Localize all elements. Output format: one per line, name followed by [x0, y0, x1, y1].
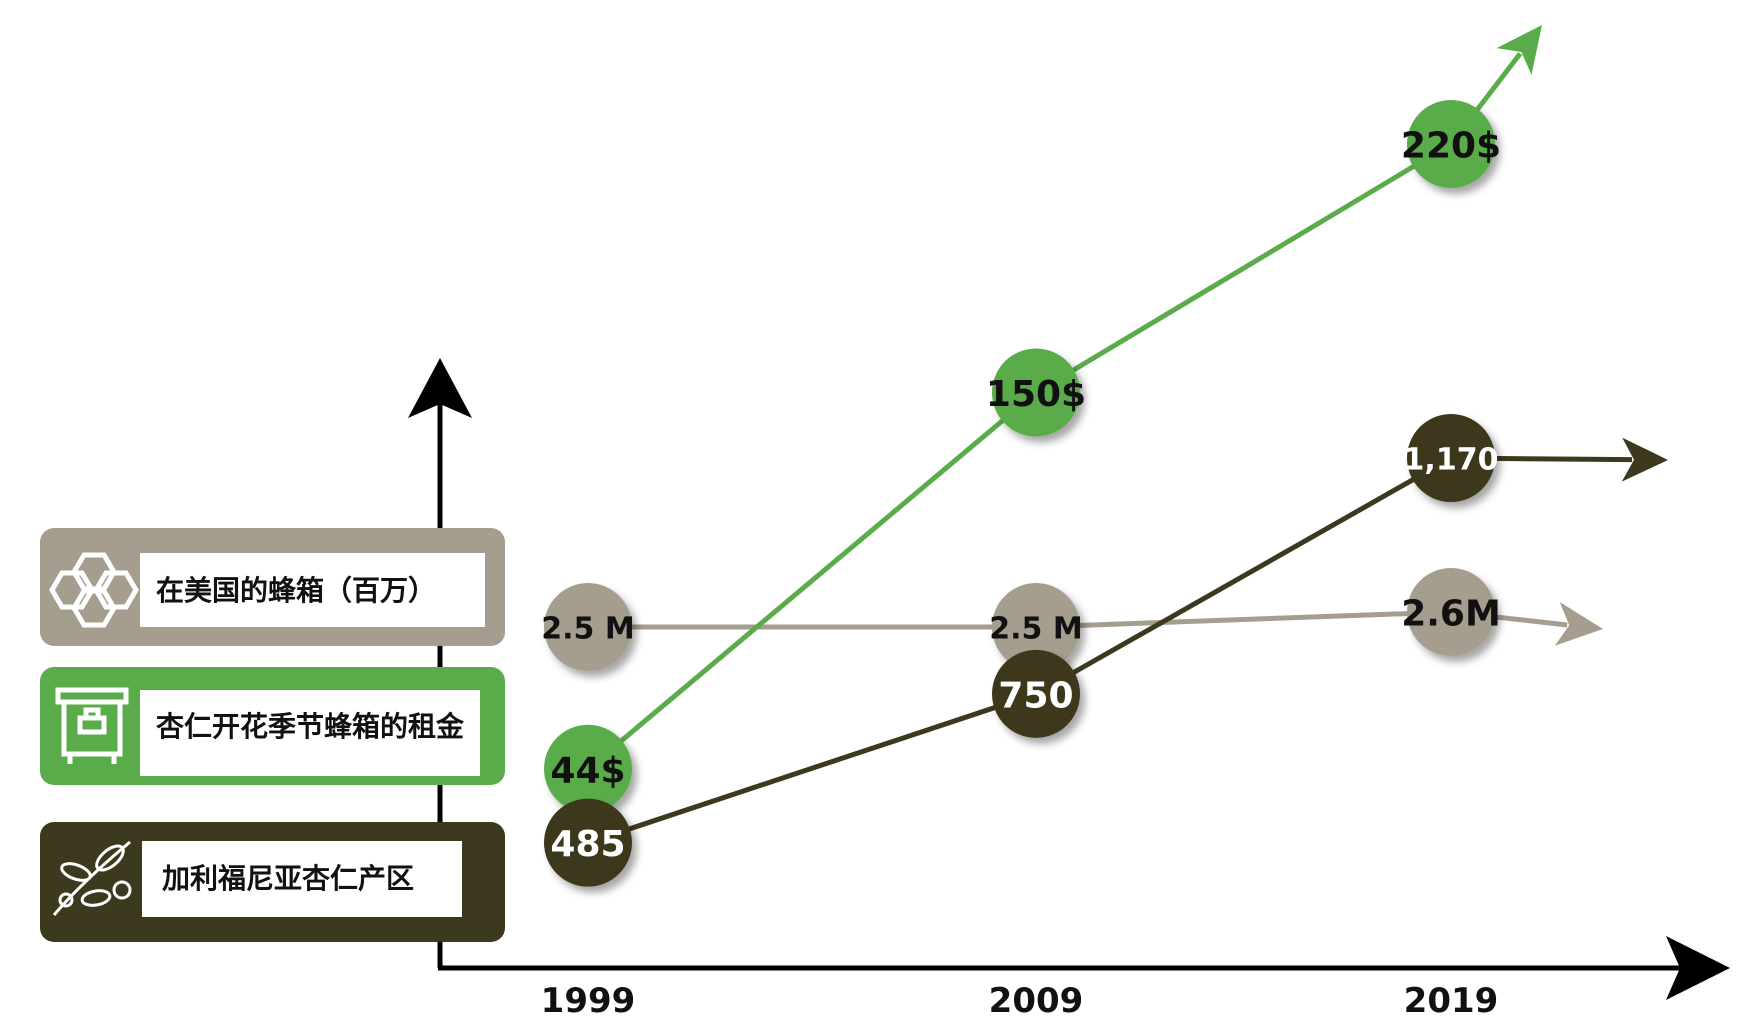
legend-label-box-hives — [140, 553, 485, 627]
beehive-icon — [55, 687, 129, 764]
legend-item-rent: 杏仁开花季节蜂箱的租金 — [40, 667, 505, 785]
hives-point-1999 — [544, 583, 632, 671]
rent-trend-arrowhead — [1496, 25, 1542, 75]
almond-branch-icon — [52, 840, 132, 916]
legend-item-almond: 加利福尼亚杏仁产区 — [40, 822, 505, 942]
legend-item-hives: 在美国的蜂箱（百万） — [40, 528, 505, 646]
x-tick-label-2019: 2019 — [1404, 981, 1499, 1021]
legend-label-hives: 在美国的蜂箱（百万） — [156, 574, 436, 607]
hives-trend-arrowhead — [1554, 602, 1603, 646]
almond-point-2019 — [1407, 414, 1495, 503]
rent-data-label-1999: 44$ — [550, 750, 625, 791]
hives-data-label-2009: 2.5 M — [989, 612, 1082, 647]
legend-label-rent: 杏仁开花季节蜂箱的租金 — [156, 710, 465, 743]
x-tick-label-2009: 2009 — [989, 981, 1084, 1021]
rent-point-2019 — [1407, 100, 1495, 188]
legend: 在美国的蜂箱（百万） 杏仁开花季节蜂箱的租金 — [40, 528, 505, 942]
rent-point-1999 — [544, 724, 632, 813]
legend-label-almond: 加利福尼亚杏仁产区 — [162, 862, 414, 895]
almond-data-label-1999: 485 — [550, 824, 625, 865]
almond-data-label-2019: 1,170 — [1404, 443, 1499, 478]
almond-point-2009 — [992, 649, 1080, 738]
almond-point-1999 — [544, 798, 632, 887]
x-axis-arrow — [1666, 936, 1730, 1000]
almond-trend-arrowhead — [1621, 437, 1668, 482]
hives-point-2019 — [1407, 568, 1495, 656]
rent-data-label-2019: 220$ — [1401, 126, 1501, 167]
series-almond: 485 750 1,170 — [544, 414, 1668, 887]
y-axis-arrow — [408, 358, 472, 418]
hives-data-label-2019: 2.6M — [1401, 594, 1501, 635]
almond-data-label-2009: 750 — [998, 675, 1073, 716]
x-axis-tick-labels: 1999 2009 2019 — [541, 981, 1499, 1021]
legend-label-box-almond — [142, 841, 462, 917]
x-tick-label-1999: 1999 — [541, 981, 636, 1021]
series-rent: 44$ 150$ 220$ — [544, 25, 1542, 813]
rent-data-label-2009: 150$ — [986, 374, 1086, 415]
series-hives: 2.5 M 2.5 M 2.6M — [541, 568, 1603, 671]
honeycomb-icon — [49, 552, 139, 628]
hives-point-2009 — [992, 583, 1080, 671]
hives-data-label-1999: 2.5 M — [541, 612, 634, 647]
rent-point-2009 — [992, 348, 1080, 437]
legend-label-box-rent — [140, 690, 480, 776]
